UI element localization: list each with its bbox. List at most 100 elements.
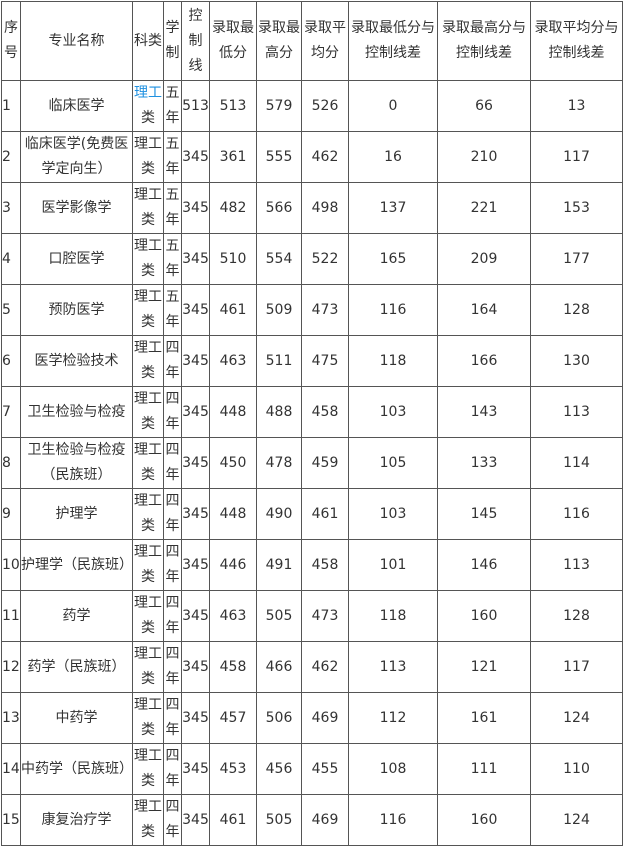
cell-major: 医学影像学 (20, 182, 133, 234)
cell-no: 7 (1, 386, 21, 438)
cell-category: 理工类 (132, 131, 164, 183)
cell-min-score: 448 (209, 488, 257, 540)
cell-category: 理工类 (132, 80, 164, 132)
cell-control-line: 345 (181, 437, 210, 489)
cell-control-line: 345 (181, 743, 210, 795)
cell-min-score: 361 (209, 131, 257, 183)
cell-category: 理工类 (132, 590, 164, 642)
cell-avg-diff: 130 (530, 335, 623, 387)
cell-major: 康复治疗学 (20, 794, 133, 846)
cell-min-score: 461 (209, 284, 257, 336)
cell-no: 12 (1, 641, 21, 693)
cell-min-score: 513 (209, 80, 257, 132)
cell-max-score: 490 (256, 488, 302, 540)
cell-duration: 四年 (163, 641, 182, 693)
cell-max-diff: 111 (437, 743, 531, 795)
cell-duration: 四年 (163, 743, 182, 795)
cell-major: 临床医学(免费医学定向生） (20, 131, 133, 183)
header-no: 序号 (1, 1, 21, 81)
cell-min-diff: 116 (348, 794, 438, 846)
cell-control-line: 345 (181, 488, 210, 540)
cell-duration: 四年 (163, 590, 182, 642)
cell-max-diff: 133 (437, 437, 531, 489)
category-link[interactable]: 理工 (134, 85, 162, 101)
cell-avg-diff: 124 (530, 794, 623, 846)
cell-control-line: 345 (181, 131, 210, 183)
cell-avg-diff: 124 (530, 692, 623, 744)
cell-avg-score: 458 (301, 386, 349, 438)
cell-max-diff: 121 (437, 641, 531, 693)
table-row: 13 中药学 理工类 四年 345 457 506 469 112 161 124 (1, 692, 623, 744)
cell-min-score: 458 (209, 641, 257, 693)
cell-avg-score: 461 (301, 488, 349, 540)
header-avg-score: 录取平均分 (301, 1, 349, 81)
cell-avg-score: 522 (301, 233, 349, 285)
cell-avg-diff: 117 (530, 131, 623, 183)
cell-min-score: 461 (209, 794, 257, 846)
cell-max-diff: 143 (437, 386, 531, 438)
header-control-line: 控制线 (181, 1, 210, 81)
cell-avg-score: 458 (301, 539, 349, 591)
cell-major: 口腔医学 (20, 233, 133, 285)
cell-min-diff: 165 (348, 233, 438, 285)
cell-max-diff: 160 (437, 794, 531, 846)
cell-min-diff: 118 (348, 335, 438, 387)
cell-max-diff: 164 (437, 284, 531, 336)
cell-max-score: 579 (256, 80, 302, 132)
cell-min-diff: 137 (348, 182, 438, 234)
cell-min-diff: 108 (348, 743, 438, 795)
cell-min-diff: 116 (348, 284, 438, 336)
cell-category: 理工类 (132, 743, 164, 795)
cell-max-score: 478 (256, 437, 302, 489)
cell-max-score: 555 (256, 131, 302, 183)
cell-duration: 五年 (163, 182, 182, 234)
cell-min-score: 463 (209, 335, 257, 387)
cell-avg-score: 469 (301, 692, 349, 744)
cell-min-score: 482 (209, 182, 257, 234)
cell-no: 8 (1, 437, 21, 489)
cell-duration: 五年 (163, 131, 182, 183)
table-row: 8 卫生检验与检疫（民族班） 理工类 四年 345 450 478 459 105 133 114 (1, 437, 623, 489)
cell-max-diff: 221 (437, 182, 531, 234)
cell-avg-score: 462 (301, 131, 349, 183)
header-min-diff: 录取最低分与控制线差 (348, 1, 438, 81)
table-row: 4 口腔医学 理工类 五年 345 510 554 522 165 209 177 (1, 233, 623, 285)
cell-max-score: 511 (256, 335, 302, 387)
cell-max-score: 505 (256, 590, 302, 642)
cell-control-line: 345 (181, 539, 210, 591)
cell-no: 9 (1, 488, 21, 540)
cell-max-score: 466 (256, 641, 302, 693)
cell-avg-diff: 114 (530, 437, 623, 489)
table-row: 10 护理学（民族班） 理工类 四年 345 446 491 458 101 146 113 (1, 539, 623, 591)
cell-duration: 四年 (163, 335, 182, 387)
cell-major: 医学检验技术 (20, 335, 133, 387)
cell-major: 护理学（民族班） (20, 539, 133, 591)
header-min-score: 录取最低分 (209, 1, 257, 81)
cell-duration: 四年 (163, 794, 182, 846)
cell-max-score: 456 (256, 743, 302, 795)
cell-no: 4 (1, 233, 21, 285)
cell-duration: 五年 (163, 284, 182, 336)
cell-min-diff: 103 (348, 386, 438, 438)
header-max-diff: 录取最高分与控制线差 (437, 1, 531, 81)
table-row: 6 医学检验技术 理工类 四年 345 463 511 475 118 166 130 (1, 335, 623, 387)
cell-no: 13 (1, 692, 21, 744)
cell-max-score: 491 (256, 539, 302, 591)
cell-avg-diff: 128 (530, 284, 623, 336)
cell-max-score: 566 (256, 182, 302, 234)
cell-avg-diff: 110 (530, 743, 623, 795)
cell-max-diff: 210 (437, 131, 531, 183)
cell-avg-diff: 116 (530, 488, 623, 540)
cell-category: 理工类 (132, 692, 164, 744)
cell-min-diff: 118 (348, 590, 438, 642)
cell-category: 理工类 (132, 284, 164, 336)
cell-avg-diff: 153 (530, 182, 623, 234)
table-row: 3 医学影像学 理工类 五年 345 482 566 498 137 221 153 (1, 182, 623, 234)
cell-duration: 四年 (163, 539, 182, 591)
cell-avg-score: 526 (301, 80, 349, 132)
cell-min-score: 448 (209, 386, 257, 438)
cell-control-line: 345 (181, 386, 210, 438)
cell-min-diff: 0 (348, 80, 438, 132)
cell-max-diff: 209 (437, 233, 531, 285)
cell-no: 2 (1, 131, 21, 183)
